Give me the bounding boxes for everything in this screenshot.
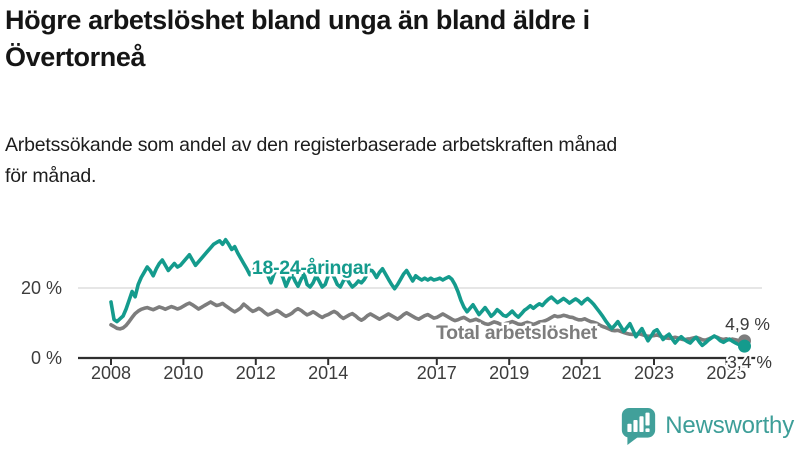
x-axis-tick-label: 2023 (634, 363, 674, 383)
x-axis-tick-label: 2010 (163, 363, 203, 383)
x-axis-tick-label: 2014 (308, 363, 348, 383)
x-axis-tick-label: 2025 (706, 363, 746, 383)
x-axis-tick-label: 2012 (236, 363, 276, 383)
chart-title: Högre arbetslöshet bland unga än bland ä… (5, 5, 590, 72)
chart-subtitle: Arbetssökande som andel av den registerb… (5, 134, 618, 187)
y-axis-tick-label: 20 % (21, 278, 62, 298)
series-line-1 (109, 237, 747, 348)
unemployment-line-chart: 0 % 20 % 2008 2010 2012 2014 2017 2019 2021 2023 2… (21, 237, 774, 383)
line-chart: 0 % 20 % 2008 2010 2012 2014 2017 2019 2021 2023 2… (0, 222, 800, 400)
y-axis-tick-label: 0 % (31, 348, 62, 368)
series-end-label-0: 4,9 % (725, 314, 770, 334)
newsworthy-brand-name: Newsworthy (665, 412, 794, 439)
series-label-0: Total arbetslöshet (436, 322, 598, 344)
x-axis-tick-label: 2019 (489, 363, 529, 383)
series-end-dot-1 (738, 339, 751, 353)
newsworthy-bubble-chart-icon (620, 406, 657, 446)
newsworthy-logo: Newsworthy (620, 406, 794, 446)
x-axis-tick-label: 2021 (562, 363, 602, 383)
series-end-label-1: 3,4 % (727, 352, 772, 372)
series-label-1: 18-24-åringar (252, 256, 371, 279)
x-axis-tick-label: 2017 (417, 363, 457, 383)
x-axis-tick-label: 2008 (91, 363, 131, 383)
series-line-0 (109, 300, 747, 343)
